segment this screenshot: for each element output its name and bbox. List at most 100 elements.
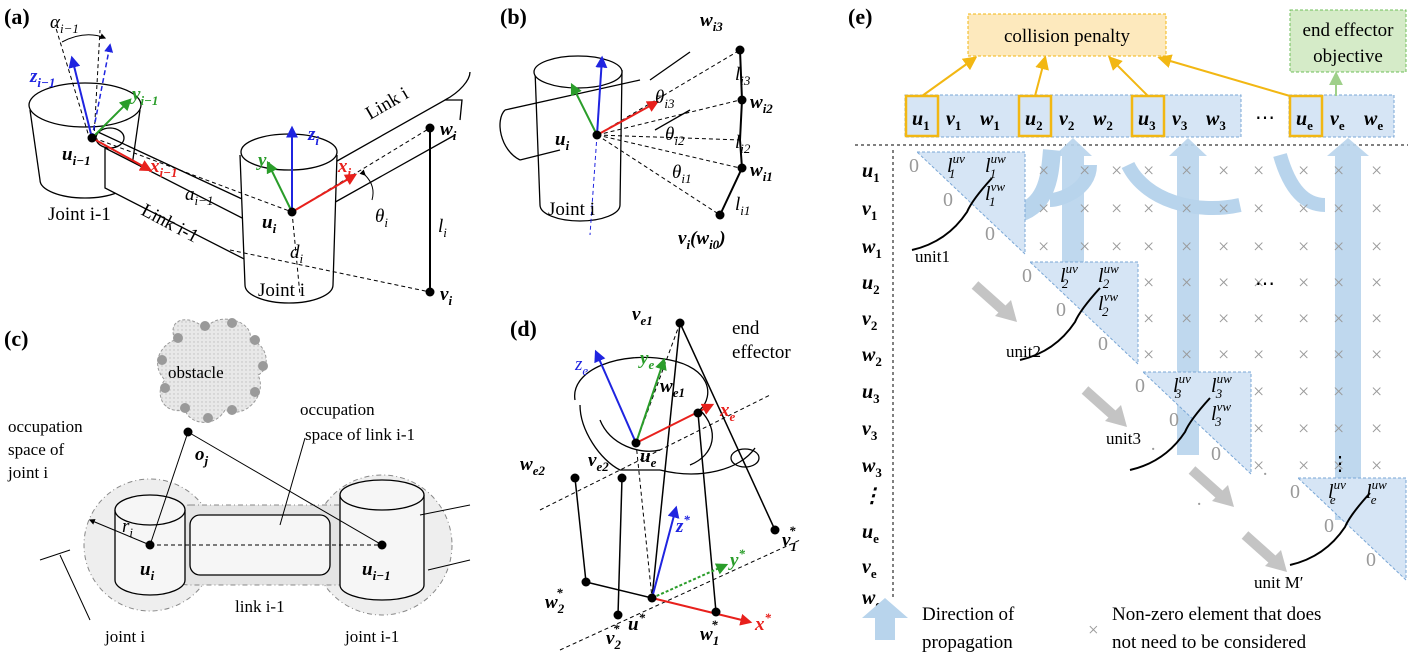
unit-label-1: unit2 (1006, 342, 1041, 361)
d-zs-axis (651, 505, 680, 599)
legend-cross-icon: × (1088, 620, 1099, 641)
unit-label-0: unit1 (915, 247, 950, 266)
d-ye-label: y (638, 348, 649, 369)
cross-mark: × (1298, 198, 1309, 220)
cross-mark: × (1253, 308, 1264, 330)
header-v3: v3 (1172, 108, 1188, 133)
svg-text:xi: xi (337, 156, 352, 180)
l-i-label: l (438, 216, 443, 237)
header-v1: v1 (946, 108, 961, 133)
b-l3-label: l (735, 64, 740, 85)
svg-text:ui−1: ui−1 (62, 144, 91, 168)
legend-cross-label-1: Non-zero element that does (1112, 604, 1321, 625)
u-prev-sub: i−1 (73, 153, 91, 168)
occ-joint-label-1: occupation (8, 417, 83, 436)
cross-mark: × (1333, 272, 1344, 294)
d-ye-axis (635, 357, 667, 444)
d-w2s-label: w (545, 592, 558, 613)
svg-text:li: li (438, 216, 447, 240)
a-prev-sub: i−1 (195, 193, 214, 208)
d-ze-label: z (574, 354, 583, 375)
cross-mark: × (1111, 160, 1122, 182)
cross-mark: × (1079, 198, 1090, 220)
occ-link-label-1: occupation (300, 400, 375, 419)
header-we: we (1364, 108, 1383, 133)
svg-text:θi3: θi3 (655, 87, 675, 111)
cross-mark: × (1143, 344, 1154, 366)
svg-text:xe: xe (719, 400, 736, 424)
block-zero-b-3: 0 (1324, 515, 1334, 537)
joint-i-label: Joint i (258, 280, 305, 301)
row-label-8: w3 (862, 455, 882, 480)
collision-box (967, 13, 1167, 57)
d-ys-label: y (728, 550, 739, 571)
joint-i-cylinder (239, 133, 338, 304)
d-we1-label: w (660, 376, 673, 397)
diag-dot-1: · (1262, 464, 1268, 485)
cross-mark: × (1253, 344, 1264, 366)
link-i-label: Link i (362, 83, 412, 124)
gray-arrow-2 (1188, 466, 1224, 499)
row-label-6: u3 (862, 381, 880, 406)
cross-mark: × (1143, 160, 1154, 182)
gray-arrow-head-3 (1265, 550, 1287, 572)
svg-text:v2*: v2* (606, 621, 621, 652)
row-label-11: ve (862, 556, 877, 581)
cross-mark: × (1298, 160, 1309, 182)
cross-mark: × (1181, 160, 1192, 182)
cross-mark: × (1253, 236, 1264, 258)
panel-c: (c) obstacle (4, 318, 471, 646)
svg-text:li1: li1 (735, 194, 750, 218)
svg-text:ri: ri (122, 516, 133, 540)
end-objective-label-1: end effector (1303, 20, 1395, 41)
curve-arrow-3 (1273, 152, 1326, 212)
x-i-label: x (337, 156, 348, 177)
block-zero-b-1: 0 (1056, 299, 1066, 321)
z-i-label: z (307, 124, 316, 145)
row-label-4: v2 (862, 308, 877, 333)
w-i-point (425, 123, 435, 133)
b-w3-label: w (700, 10, 713, 31)
svg-text:θi2: θi2 (665, 124, 685, 148)
collision-arrow-2 (1108, 56, 1149, 97)
theta-arc (359, 169, 374, 201)
svg-text:ve1: ve1 (632, 304, 653, 328)
block-zero-c-0: 0 (985, 223, 995, 245)
svg-text:u*: u* (628, 610, 646, 635)
cross-mark: × (1181, 236, 1192, 258)
y-prev-label: y (130, 84, 141, 105)
panel-b-tag: (b) (500, 4, 527, 29)
svg-text:w2*: w2* (545, 585, 565, 616)
cross-mark: × (1218, 198, 1229, 220)
header-u3: u3 (1138, 108, 1156, 133)
occ-joint-label-3: joint i (7, 463, 48, 482)
x-i-axis (291, 173, 358, 213)
x-prev-axis (91, 137, 153, 172)
svg-text:li2: li2 (735, 132, 751, 156)
svg-text:di: di (290, 242, 304, 266)
legend-arrow-label-2: propagation (922, 632, 1013, 653)
block-zero-a-3: 0 (1290, 481, 1300, 503)
c-u-prev-label: u (362, 559, 373, 580)
z-prev-axis (68, 55, 93, 139)
y-prev-sub: i−1 (140, 93, 158, 108)
alpha-sub: i−1 (60, 21, 79, 36)
z-prev-sub: i−1 (37, 75, 55, 90)
svg-text:zi−1: zi−1 (29, 66, 55, 90)
row-label-9: ⋮ (862, 485, 882, 507)
header-w2: w2 (1093, 108, 1113, 133)
end-objective-box (1289, 9, 1407, 73)
block-lvw-0: lvw 1 (985, 179, 1005, 209)
collision-label: collision penalty (1004, 26, 1131, 47)
svg-text:we2: we2 (520, 454, 545, 478)
b-w2-point (737, 95, 747, 105)
d-xs-label: x (754, 614, 765, 635)
block-zero-a-1: 0 (1022, 265, 1032, 287)
svg-text:ui: ui (262, 212, 277, 236)
block-zero-c-1: 0 (1098, 333, 1108, 355)
svg-text:vi: vi (440, 284, 452, 308)
b-v-label: v (678, 228, 687, 249)
b-l2-label: l (735, 132, 740, 153)
diag-dot-2: · (1196, 494, 1202, 515)
row-label-1: v1 (862, 198, 877, 223)
